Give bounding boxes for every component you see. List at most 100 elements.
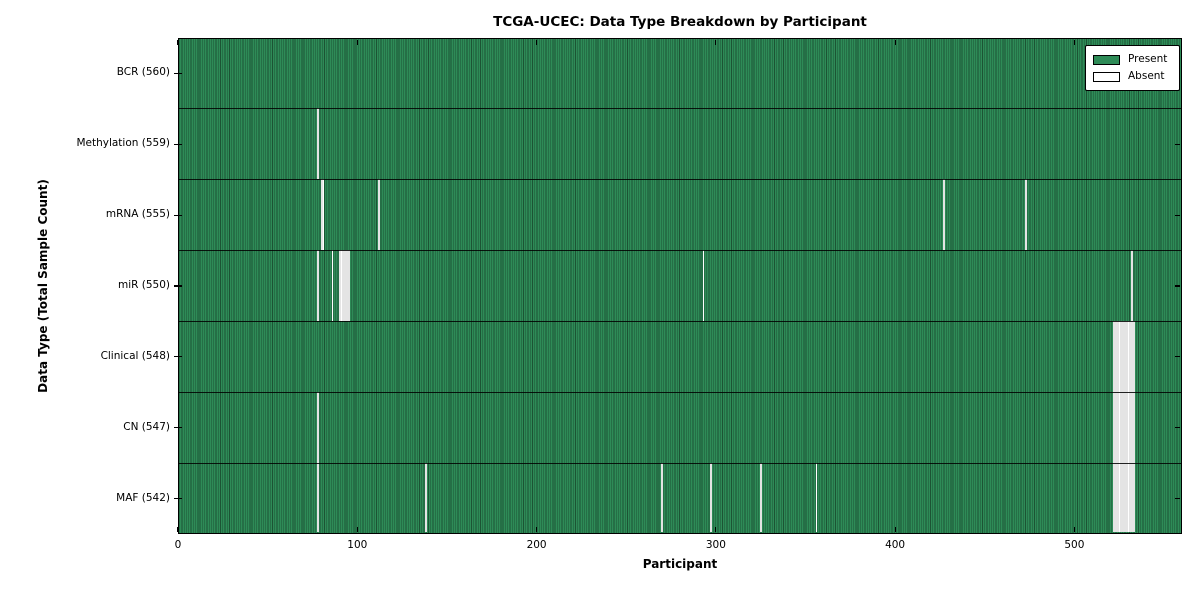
tick-mark [894,39,896,45]
absent-cell [1118,320,1121,392]
absent-cell [1125,462,1128,532]
absent-cell [317,391,320,463]
absent-cell [1125,391,1128,463]
absent-cell [317,462,320,532]
absent-cell [1122,462,1125,532]
absent-cell [1124,462,1126,532]
tick-mark [894,527,896,533]
tick-mark [177,527,179,533]
absent-cell [1127,320,1130,392]
absent-cell [1115,462,1117,532]
absent-cell [1129,320,1132,392]
absent-cell [344,249,346,321]
absent-swatch-icon [1093,71,1120,82]
tick-mark [174,143,182,145]
absent-cell [1115,320,1117,392]
absent-cell [1120,320,1123,392]
absent-cell [1116,462,1119,532]
absent-cell [815,462,818,532]
tick-mark [715,527,717,533]
absent-cell [1025,179,1028,250]
row-separator [179,249,1181,251]
y-tick-label: mRNA (555) [105,208,170,221]
x-tick-label: 0 [174,539,182,551]
x-tick-label: 200 [526,539,547,551]
absent-cell [942,179,945,250]
tick-mark [174,356,182,358]
absent-cell [1116,320,1119,392]
absent-cell [1113,462,1116,532]
x-axis-label: Participant [642,557,718,571]
absent-cell [331,249,334,321]
absent-cell [317,108,320,180]
x-tick-label: 300 [705,539,726,551]
row-separator [179,320,1181,322]
x-tick-label: 400 [885,539,906,551]
absent-cell [1132,462,1135,532]
absent-cell [1120,462,1123,532]
absent-cell [1118,462,1121,532]
absent-cell [424,462,427,532]
absent-cell [1113,391,1116,463]
absent-cell [1127,391,1130,463]
tick-mark [1175,497,1181,500]
tick-mark [535,527,538,533]
absent-cell [1131,320,1133,392]
tick-mark [1175,143,1181,145]
y-tick-label: CN (547) [123,420,170,433]
legend-label-absent: Absent [1128,70,1165,83]
absent-cell [1124,391,1126,463]
absent-cell [340,249,343,321]
tick-mark [174,285,182,287]
tick-mark [1175,427,1181,429]
y-axis-label: Data Type (Total Sample Count) [36,179,50,393]
absent-cell [1131,249,1133,321]
tick-mark [177,39,179,45]
absent-cell [709,462,712,532]
y-tick-label: miR (550) [117,279,170,291]
legend-entry-absent: Absent [1093,68,1172,85]
y-tick-label: BCR (560) [116,66,170,79]
absent-cell [1132,320,1135,392]
y-tick-label: MAF (542) [116,491,170,504]
tick-mark [1175,214,1181,216]
absent-cell [760,462,762,532]
absent-cell [1129,462,1132,532]
absent-cell [1124,320,1126,392]
tick-mark [1175,285,1181,287]
absent-cell [1122,391,1125,463]
tick-mark [356,39,358,45]
absent-cell [1122,320,1125,392]
tick-mark [356,527,358,533]
tick-mark [715,39,717,45]
row-separator [179,108,1181,110]
legend-entry-present: Present [1093,51,1172,68]
absent-cell [317,249,320,321]
tick-mark [1073,527,1076,533]
absent-cell [378,179,380,250]
absent-cell [1125,320,1128,392]
absent-cell [342,249,345,321]
legend-label-present: Present [1128,53,1168,66]
absent-cell [1120,391,1123,463]
absent-cell [338,249,341,321]
tick-mark [174,427,182,429]
absent-cell [1127,462,1130,532]
x-tick-label: 500 [1064,539,1085,551]
tick-mark [535,39,538,45]
absent-cell [1131,462,1133,532]
absent-cell [1118,391,1121,463]
absent-cell [320,179,323,250]
tick-mark [1073,39,1076,45]
chart-title: TCGA-UCEC: Data Type Breakdown by Partic… [493,14,867,30]
row-separator [179,462,1181,464]
heatmap-plot [178,38,1182,534]
absent-cell [345,249,348,321]
absent-cell [347,249,350,321]
absent-cell [661,462,664,532]
absent-cell [702,249,705,321]
row-separator [179,179,1181,181]
tick-mark [174,497,182,500]
absent-cell [322,179,325,250]
